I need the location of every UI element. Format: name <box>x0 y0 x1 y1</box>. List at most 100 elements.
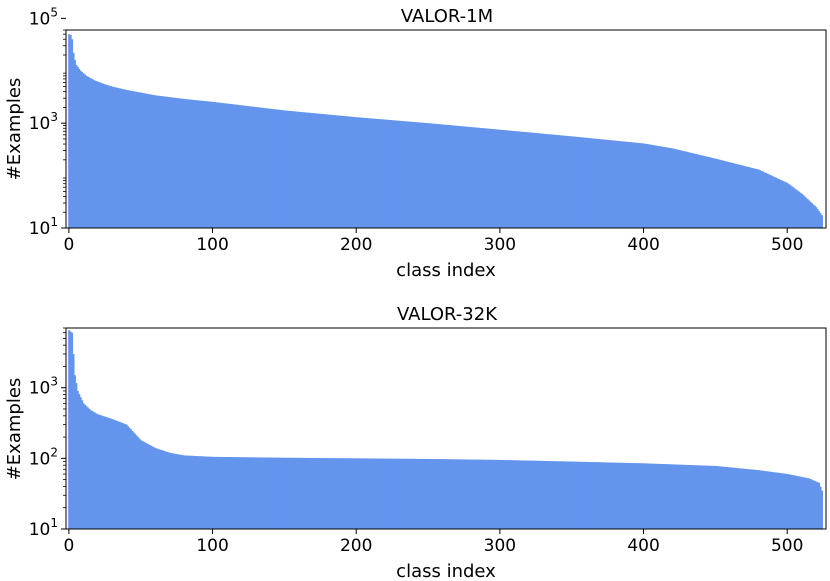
bar <box>244 105 247 228</box>
bar <box>127 426 130 529</box>
bar <box>730 467 733 529</box>
bar <box>624 141 627 228</box>
bar <box>627 462 630 529</box>
bar <box>216 456 219 529</box>
bar <box>318 113 321 228</box>
bar <box>694 465 697 529</box>
bar <box>588 462 591 529</box>
bar <box>420 458 423 529</box>
bar <box>453 125 456 228</box>
x-axis-label: class index <box>396 260 496 281</box>
bar <box>338 115 341 228</box>
bar <box>338 458 341 529</box>
bar <box>227 457 230 529</box>
bar <box>697 154 700 228</box>
bar <box>378 458 381 529</box>
bar <box>527 132 530 228</box>
bar <box>493 129 496 228</box>
bar <box>628 462 631 529</box>
bar <box>775 177 778 228</box>
bar <box>661 146 664 228</box>
bar <box>435 123 438 228</box>
bar <box>805 197 808 228</box>
bar <box>517 460 520 529</box>
bar <box>129 90 132 228</box>
bar <box>88 77 91 229</box>
bar <box>237 457 240 529</box>
bar <box>280 110 283 228</box>
bar <box>662 146 665 228</box>
bar <box>335 458 338 529</box>
bar <box>625 141 628 228</box>
bar <box>365 458 368 529</box>
bar <box>516 131 519 228</box>
bar <box>752 168 755 228</box>
bar <box>471 459 474 529</box>
bar <box>585 461 588 529</box>
bar <box>206 101 209 228</box>
bar <box>106 85 109 228</box>
bar <box>790 186 793 228</box>
bar <box>655 463 658 529</box>
bar <box>723 160 726 228</box>
bar <box>161 450 164 529</box>
bar <box>375 118 378 228</box>
bar <box>141 92 144 229</box>
bar <box>772 176 775 228</box>
bar <box>276 109 279 228</box>
bar <box>550 134 553 228</box>
bar <box>174 97 177 229</box>
bar <box>358 117 361 228</box>
bar <box>86 76 89 229</box>
bar <box>753 469 756 529</box>
bar <box>431 459 434 529</box>
bar <box>108 418 111 529</box>
bar <box>377 119 380 228</box>
bar <box>451 125 454 228</box>
bar <box>539 133 542 228</box>
bar <box>352 458 355 529</box>
bar <box>104 416 107 529</box>
bar <box>507 460 510 529</box>
bar <box>207 101 210 228</box>
bar <box>164 96 167 228</box>
bar <box>273 457 276 529</box>
bar <box>660 463 663 529</box>
bar <box>530 132 533 228</box>
bar <box>234 104 237 228</box>
bar <box>718 466 722 529</box>
bar <box>533 132 536 228</box>
bar <box>410 121 413 228</box>
bar <box>604 462 607 529</box>
bar <box>190 455 193 529</box>
bar <box>410 458 413 529</box>
bar <box>792 475 795 529</box>
bar <box>167 452 170 529</box>
bar <box>292 457 295 529</box>
bar <box>129 429 132 529</box>
bar <box>81 400 84 529</box>
bar <box>582 137 585 228</box>
bar <box>815 481 818 529</box>
bar <box>706 156 709 228</box>
bar <box>754 168 757 228</box>
bar <box>198 100 201 228</box>
bar <box>664 464 667 529</box>
bar <box>618 141 621 228</box>
bar <box>89 78 92 228</box>
bar <box>466 459 469 529</box>
bar <box>467 126 470 228</box>
bar <box>127 90 130 228</box>
bar <box>236 104 239 228</box>
bar <box>104 84 107 228</box>
bar <box>662 464 665 529</box>
bar <box>569 461 572 529</box>
bar <box>216 102 219 228</box>
bar <box>78 394 81 529</box>
bar <box>259 107 262 228</box>
bar <box>341 458 344 529</box>
bar <box>233 457 236 529</box>
bar <box>121 422 124 529</box>
bar <box>503 460 506 529</box>
bar <box>572 461 575 529</box>
